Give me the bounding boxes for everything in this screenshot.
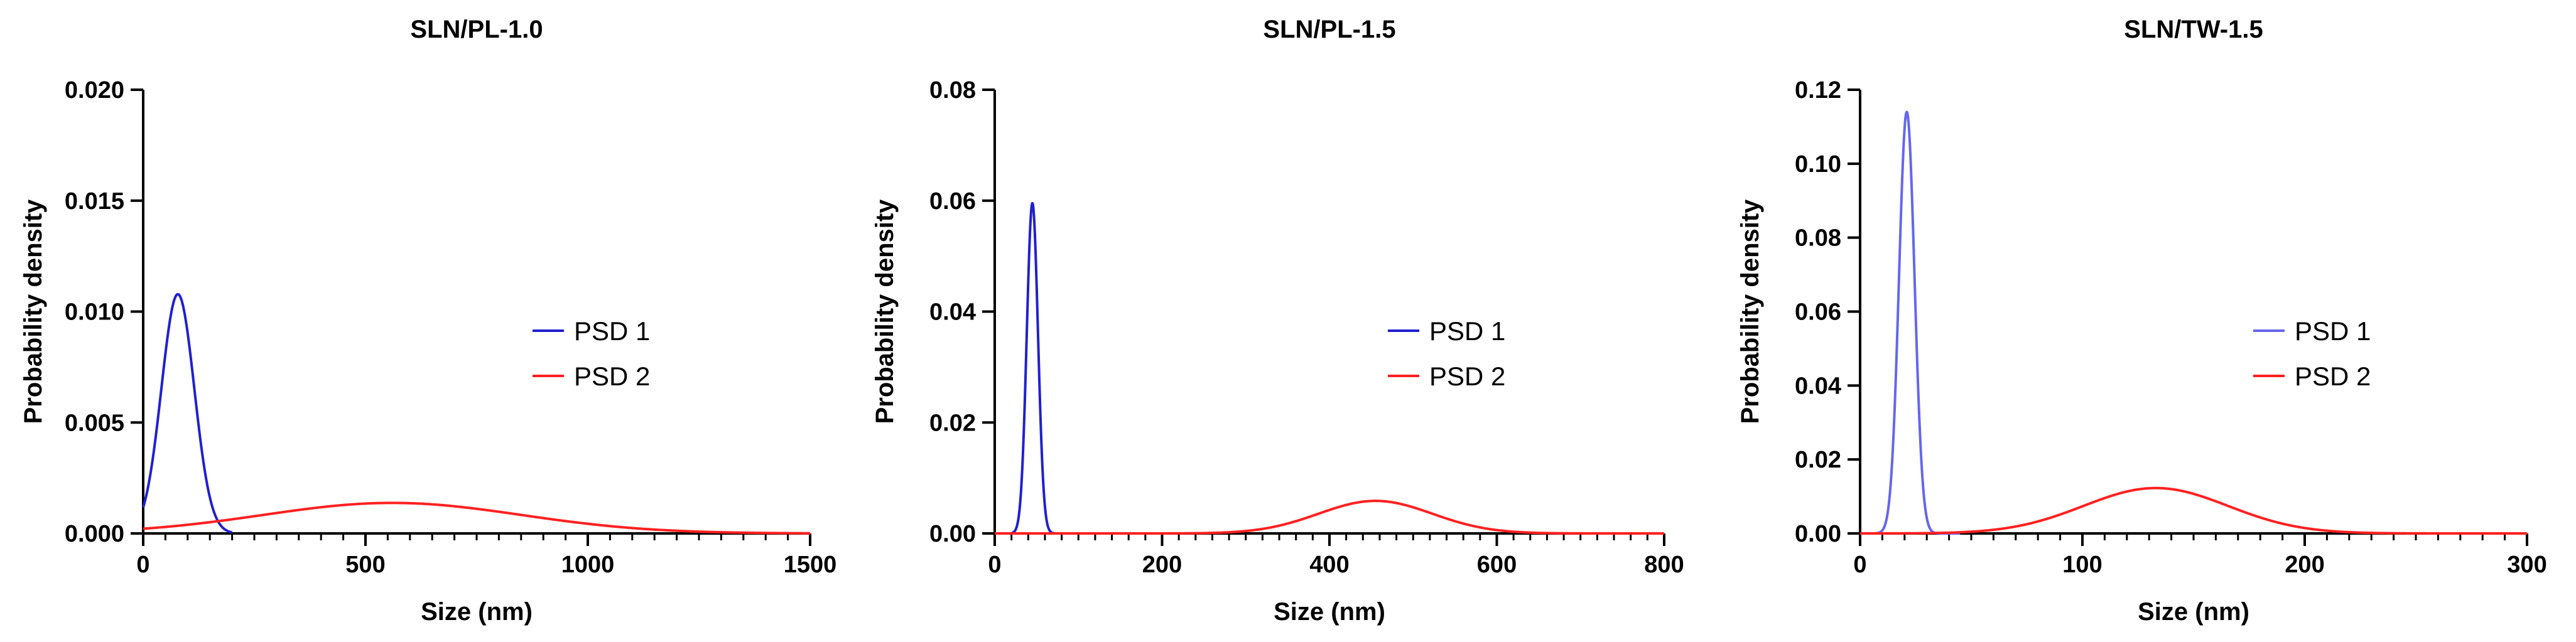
series-line-psd-2 [995, 500, 1664, 535]
series-line-psd-2 [143, 501, 811, 535]
x-tick-label: 100 [2062, 552, 2102, 578]
x-tick-label: 0 [988, 552, 1001, 578]
legend-label-psd-1: PSD 1 [574, 316, 650, 346]
x-tick-label: 1500 [784, 552, 837, 578]
y-tick-label: 0.005 [65, 410, 124, 436]
chart-title: SLN/PL-1.5 [1263, 16, 1395, 43]
y-tick-label: 0.06 [929, 188, 976, 215]
x-tick-label: 200 [1142, 552, 1182, 578]
series-line-psd-1 [1859, 110, 1961, 535]
chart-title: SLN/PL-1.0 [410, 16, 543, 43]
x-tick-label: 400 [1309, 552, 1349, 578]
chart-title: SLN/TW-1.5 [2124, 16, 2263, 43]
y-tick-label: 0.010 [65, 299, 124, 326]
legend: PSD 1 PSD 2 [533, 316, 650, 391]
x-tick-label: 500 [345, 552, 385, 578]
y-tick-label: 0.00 [929, 521, 976, 547]
y-tick-label: 0.04 [929, 299, 976, 326]
x-tick-label: 800 [1644, 552, 1684, 578]
y-tick-label: 0.015 [65, 188, 124, 215]
x-tick-label: 0 [1853, 552, 1866, 578]
y-tick-label: 0.02 [929, 410, 976, 436]
x-axis-label: Size (nm) [2138, 598, 2249, 626]
legend-label-psd-2: PSD 2 [574, 361, 650, 391]
y-tick-label: 0.04 [1795, 373, 1841, 399]
series-line-psd-1 [1010, 201, 1059, 535]
y-axis-label: Probability density [1736, 199, 1764, 424]
x-tick-label: 300 [2507, 552, 2546, 578]
chart-sln-tw-1-5: SLN/TW-1.5 0 100 200 300 0.00 0.02 0.04 0.06 0.08… [1736, 16, 2547, 626]
legend-label-psd-2: PSD 2 [1429, 361, 1505, 391]
x-tick-label: 1000 [561, 552, 615, 578]
x-axis-label: Size (nm) [421, 598, 533, 626]
y-tick-label: 0.00 [1795, 521, 1841, 547]
x-axis-label: Size (nm) [1274, 598, 1385, 626]
y-tick-label: 0.02 [1795, 447, 1841, 473]
y-tick-label: 0.06 [1795, 299, 1841, 326]
chart-sln-pl-1-5: SLN/PL-1.5 0 200 400 600 800 0.00 0.02 0.04 0.06 0… [871, 16, 1684, 626]
x-tick-label: 200 [2285, 552, 2324, 578]
x-tick-label: 600 [1477, 552, 1517, 578]
legend-label-psd-1: PSD 1 [1429, 316, 1505, 346]
legend-label-psd-2: PSD 2 [2295, 361, 2371, 391]
series-line-psd-2 [1860, 486, 2527, 535]
y-axis-label: Probability density [19, 199, 47, 424]
legend: PSD 1 PSD 2 [2253, 316, 2371, 391]
chart-sln-pl-1-0: SLN/PL-1.0 0 500 1000 1500 0.000 0.005 0.010 0.0… [19, 16, 836, 626]
y-tick-label: 0.020 [65, 77, 124, 104]
y-tick-label: 0.000 [65, 521, 124, 547]
y-tick-label: 0.10 [1795, 151, 1841, 178]
legend: PSD 1 PSD 2 [1388, 316, 1505, 391]
legend-label-psd-1: PSD 1 [2295, 316, 2371, 346]
y-axis-label: Probability density [871, 199, 899, 424]
y-tick-label: 0.12 [1795, 77, 1841, 104]
x-tick-label: 0 [136, 552, 149, 578]
y-tick-label: 0.08 [929, 77, 976, 104]
y-tick-label: 0.08 [1795, 225, 1841, 252]
series-line-psd-1 [142, 292, 234, 534]
